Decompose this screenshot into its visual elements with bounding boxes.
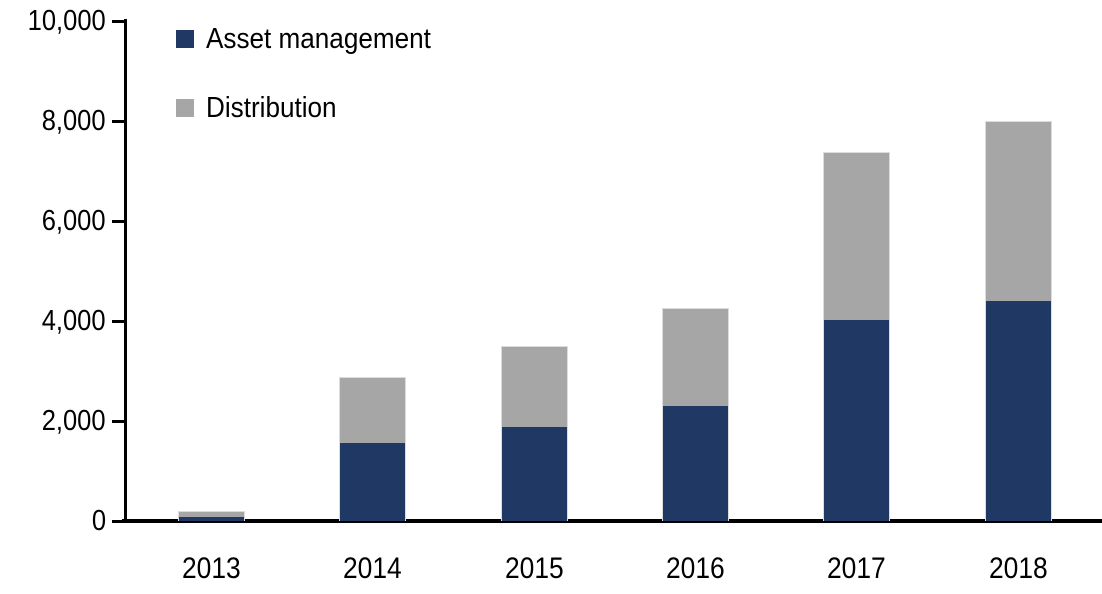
bar-2013 xyxy=(178,511,245,521)
y-axis-line xyxy=(124,19,127,523)
y-axis-label: 8,000 xyxy=(42,105,106,137)
bar-segment-distribution-2014 xyxy=(340,378,406,443)
y-axis-tick xyxy=(112,519,125,523)
bar-2017 xyxy=(823,152,891,521)
y-axis-label: 10,000 xyxy=(27,5,106,37)
x-axis-label-2015: 2015 xyxy=(504,552,564,585)
x-axis-label-2017: 2017 xyxy=(827,552,887,585)
y-axis-tick xyxy=(112,419,125,423)
y-axis-tick xyxy=(112,319,125,323)
bar-segment-distribution-2015 xyxy=(501,347,567,427)
bar-2018 xyxy=(984,121,1052,521)
x-axis-line xyxy=(122,519,1102,523)
y-axis-label: 4,000 xyxy=(42,305,106,337)
legend-swatch-asset-management-icon xyxy=(176,30,194,48)
bar-segment-distribution-2013 xyxy=(179,512,244,517)
y-axis-tick xyxy=(112,119,125,123)
y-axis-tick xyxy=(112,219,125,223)
y-axis-label: 0 xyxy=(91,505,106,537)
bar-segment-asset-management-2014 xyxy=(340,443,406,521)
legend-label-asset-management: Asset management xyxy=(206,22,431,55)
bar-segment-asset-management-2013 xyxy=(179,517,244,521)
legend-swatch-distribution-icon xyxy=(176,99,194,117)
y-axis-label: 2,000 xyxy=(42,405,106,437)
legend-label-distribution: Distribution xyxy=(206,91,337,124)
bar-segment-asset-management-2018 xyxy=(985,301,1051,521)
y-axis-tick xyxy=(112,19,125,23)
bar-2015 xyxy=(500,346,568,521)
bar-segment-distribution-2018 xyxy=(985,122,1051,301)
x-axis-label-2018: 2018 xyxy=(988,552,1048,585)
x-axis-label-2016: 2016 xyxy=(666,552,725,585)
legend: Asset management Distribution xyxy=(176,23,456,165)
bar-segment-asset-management-2017 xyxy=(824,320,890,521)
bar-segment-asset-management-2016 xyxy=(662,406,728,521)
y-axis-label: 6,000 xyxy=(42,205,106,237)
x-axis-label-2014: 2014 xyxy=(343,552,403,585)
bar-2014 xyxy=(339,377,407,521)
bar-segment-distribution-2017 xyxy=(824,153,890,320)
x-axis-label-2013: 2013 xyxy=(182,552,241,585)
legend-item-distribution: Distribution xyxy=(176,92,456,124)
legend-item-asset-management: Asset management xyxy=(176,23,456,55)
bar-segment-distribution-2016 xyxy=(662,309,728,406)
bar-2016 xyxy=(661,308,729,521)
bar-segment-asset-management-2015 xyxy=(501,427,567,521)
